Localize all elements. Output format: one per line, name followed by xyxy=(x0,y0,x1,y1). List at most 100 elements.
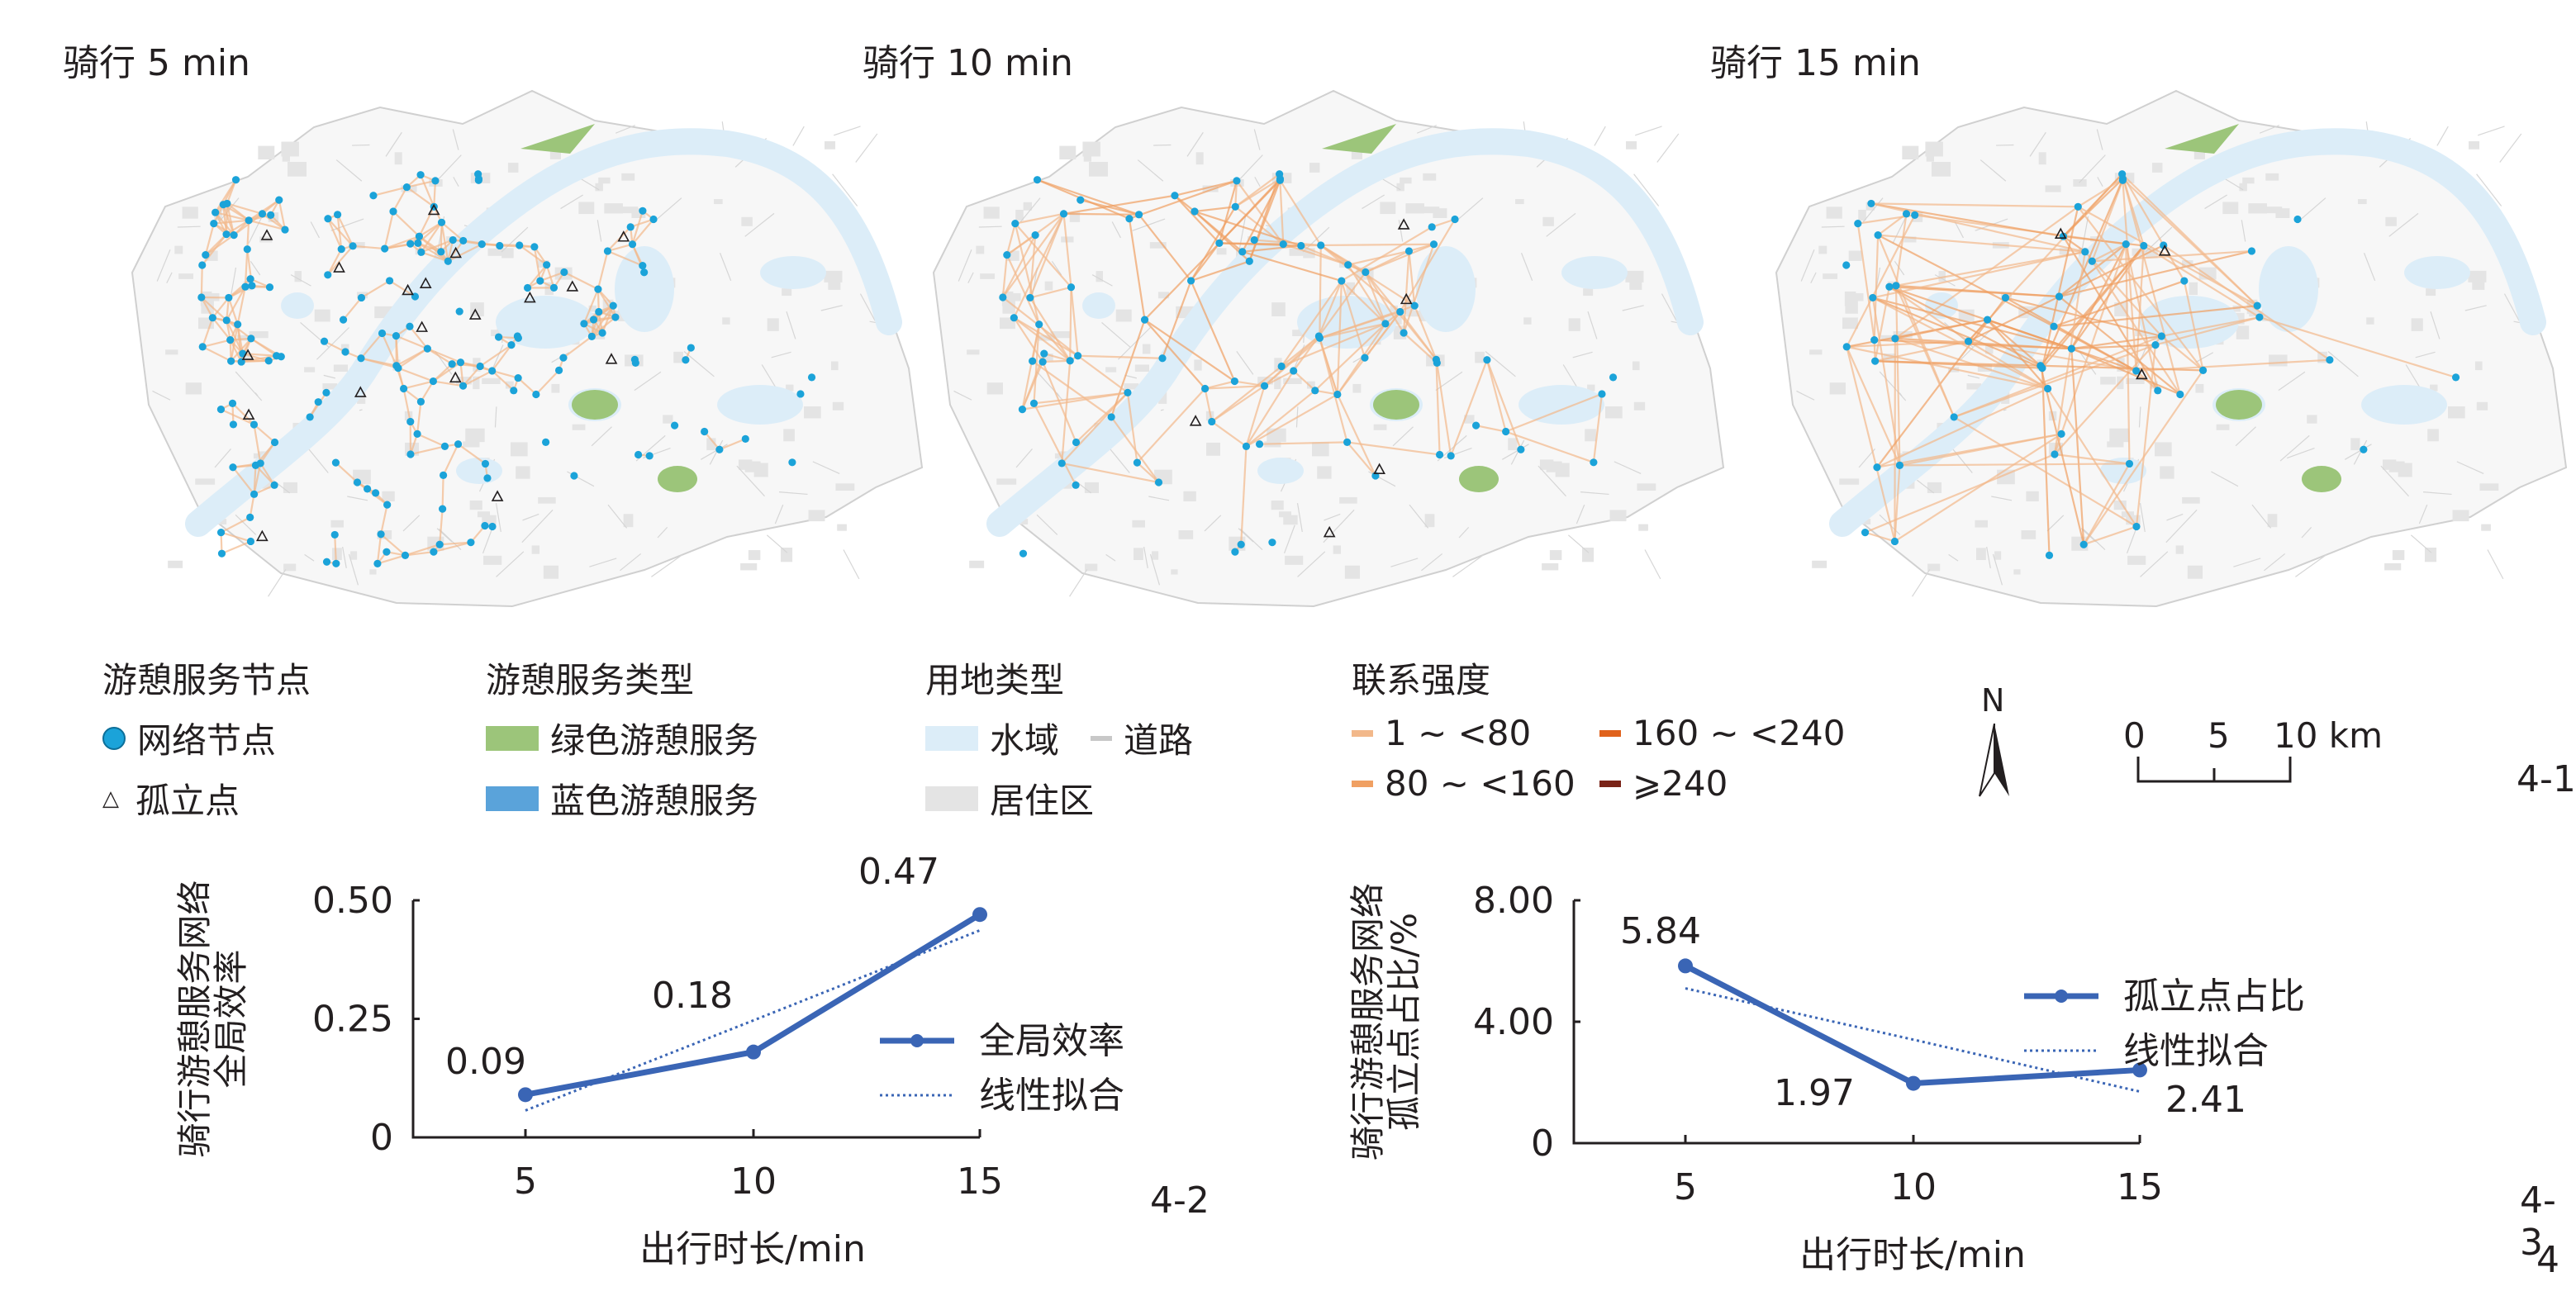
residential-block xyxy=(2411,318,2423,331)
residential-block xyxy=(218,519,227,524)
network-node xyxy=(1230,377,1238,386)
road xyxy=(2235,426,2256,447)
residential-block xyxy=(236,335,254,341)
network-edge xyxy=(631,210,644,245)
scale-5: 5 xyxy=(2208,715,2230,756)
road xyxy=(2286,447,2315,459)
network-node xyxy=(324,215,332,223)
network-edge xyxy=(416,401,422,434)
residential-block xyxy=(623,514,634,528)
network-edge xyxy=(226,202,263,215)
road xyxy=(2211,471,2239,487)
network-node xyxy=(1885,282,1894,291)
network-edge xyxy=(1319,337,1348,443)
network-edge xyxy=(2062,235,2086,253)
road xyxy=(2345,444,2372,460)
road xyxy=(2241,220,2246,242)
network-edge xyxy=(1873,235,1880,340)
residential-block xyxy=(294,271,302,282)
network-node xyxy=(1040,349,1048,358)
network-edge xyxy=(1021,324,1040,410)
network-node xyxy=(256,459,264,468)
residential-block xyxy=(1994,551,2002,560)
residential-block xyxy=(165,349,178,355)
network-edge xyxy=(228,278,251,299)
figure-label-4-2: 4-2 xyxy=(1150,1179,1210,1222)
network-node xyxy=(1983,316,1992,324)
network-edge xyxy=(2039,365,2085,545)
network-edge xyxy=(491,370,515,392)
residential-block xyxy=(1464,415,1475,424)
isolated-point xyxy=(427,203,440,216)
isolated-point xyxy=(242,408,255,420)
figure-label-4-3: 4-3 xyxy=(2520,1179,2556,1264)
network-node xyxy=(2154,387,2162,395)
network-node xyxy=(248,282,256,290)
residential-block xyxy=(1984,344,1994,354)
residential-block xyxy=(740,562,758,571)
network-node xyxy=(273,352,281,360)
x-tick-label: 15 xyxy=(957,1160,1003,1203)
network-edge xyxy=(2083,463,2131,545)
residential-block xyxy=(808,510,825,522)
residential-block xyxy=(1317,466,1332,479)
network-edge xyxy=(1033,402,1077,486)
road xyxy=(231,267,237,295)
road xyxy=(1580,491,1609,496)
residential-block xyxy=(1351,150,1362,159)
road xyxy=(1892,217,1906,244)
network-node xyxy=(1215,239,1224,247)
network-node xyxy=(1067,283,1076,292)
network-node xyxy=(1502,427,1510,436)
network-node xyxy=(682,356,690,364)
network-edge xyxy=(1136,387,1206,463)
road xyxy=(1954,221,1964,239)
residential-block xyxy=(2160,466,2174,479)
network-edge xyxy=(1032,360,1112,418)
network-node xyxy=(1873,463,1881,472)
network-node xyxy=(217,549,226,558)
network-node xyxy=(560,268,568,277)
residential-block xyxy=(1158,392,1167,404)
isolated-point xyxy=(416,320,429,332)
network-edge xyxy=(1042,361,1077,443)
network-edge xyxy=(1986,319,2041,367)
network-node xyxy=(2157,332,2165,340)
network-node xyxy=(2038,363,2046,373)
network-edge xyxy=(1248,173,1281,262)
network-edge xyxy=(373,186,407,197)
residential-block xyxy=(543,565,559,579)
network-edge xyxy=(2071,344,2156,350)
network-node xyxy=(1297,241,1305,250)
residential-block xyxy=(983,206,1000,219)
network-edge xyxy=(1403,244,1435,334)
road xyxy=(1091,274,1113,287)
road xyxy=(1132,218,1166,231)
network-node xyxy=(1186,277,1195,285)
data-line xyxy=(1684,963,2141,1087)
network-edge xyxy=(2060,244,2127,434)
network-node xyxy=(400,384,408,393)
residential-block xyxy=(477,511,490,518)
network-node xyxy=(1598,390,1606,398)
network-node xyxy=(234,320,242,329)
network-edge xyxy=(1211,420,1248,448)
network-edge xyxy=(1846,345,2048,390)
network-node xyxy=(1902,210,1911,218)
residential-block xyxy=(1549,550,1562,561)
network-edge xyxy=(1953,335,2162,418)
isolated-point xyxy=(605,353,618,364)
residential-block xyxy=(1023,202,1032,211)
green-service-area xyxy=(1459,466,1499,492)
residential-block xyxy=(2275,208,2290,218)
residential-block xyxy=(2366,317,2374,325)
network-node xyxy=(372,489,380,497)
residential-block xyxy=(1289,248,1307,256)
road xyxy=(521,509,554,543)
residential-block xyxy=(1829,382,1846,395)
residential-block xyxy=(1082,141,1100,157)
residential-block xyxy=(2114,302,2128,317)
residential-block xyxy=(2187,565,2203,579)
network-edge xyxy=(1194,206,1236,213)
